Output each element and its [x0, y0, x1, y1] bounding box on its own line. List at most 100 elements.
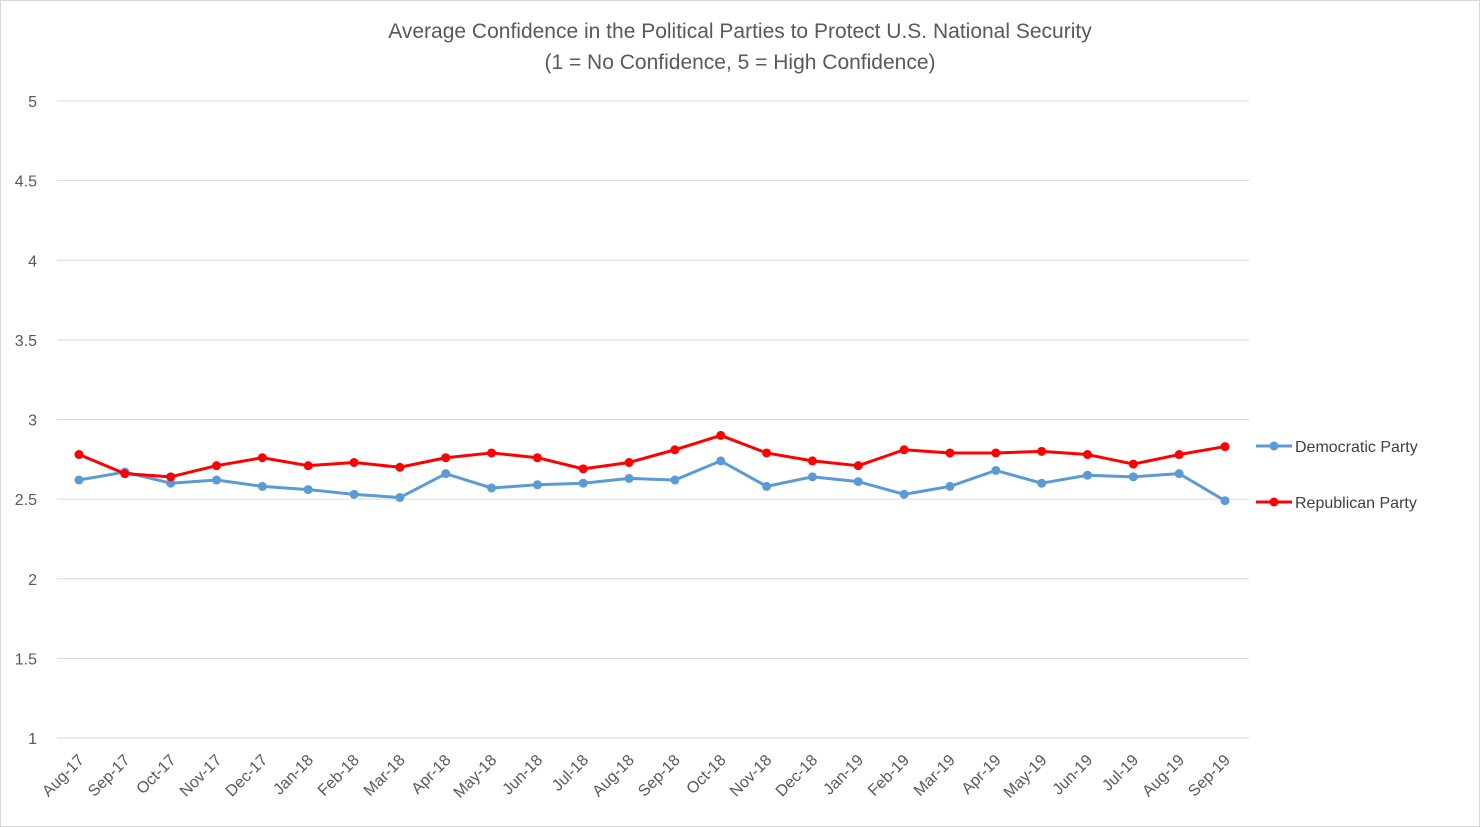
x-tick-label: Mar-18	[361, 752, 409, 800]
data-point[interactable]	[670, 445, 680, 455]
data-point[interactable]	[716, 430, 726, 440]
y-tick-label: 2.5	[15, 492, 37, 509]
data-point[interactable]	[670, 475, 680, 485]
data-point[interactable]	[1082, 470, 1092, 480]
x-tick-label: Jun-18	[500, 752, 547, 799]
data-point[interactable]	[624, 457, 634, 467]
data-point[interactable]	[349, 489, 359, 499]
data-point[interactable]	[74, 475, 84, 485]
data-point[interactable]	[1128, 472, 1138, 482]
legend-item[interactable]: Republican Party	[1256, 495, 1417, 512]
series-lines	[74, 430, 1230, 506]
chart-title: Average Confidence in the Political Part…	[388, 20, 1092, 43]
legend-label: Democratic Party	[1295, 439, 1418, 456]
data-point[interactable]	[716, 456, 726, 466]
data-point[interactable]	[257, 453, 267, 463]
data-point[interactable]	[762, 481, 772, 491]
x-tick-label: May-18	[451, 752, 501, 802]
x-tick-label: Aug-18	[589, 752, 638, 801]
x-tick-label: Aug-17	[39, 752, 88, 801]
series-line	[78, 433, 1226, 479]
data-point[interactable]	[1037, 478, 1047, 488]
x-tick-label: Feb-19	[865, 752, 913, 800]
data-point[interactable]	[487, 483, 497, 493]
data-point[interactable]	[1174, 450, 1184, 460]
y-tick-label: 3	[28, 413, 37, 430]
x-tick-label: Apr-19	[959, 752, 1005, 798]
data-point[interactable]	[166, 472, 176, 482]
data-point[interactable]	[120, 469, 130, 479]
data-point[interactable]	[945, 481, 955, 491]
legend-item[interactable]: Democratic Party	[1256, 439, 1418, 456]
data-point[interactable]	[395, 462, 405, 472]
x-tick-label: Aug-19	[1139, 752, 1188, 801]
y-tick-label: 2	[28, 572, 37, 589]
y-tick-label: 4.5	[15, 174, 37, 191]
data-point[interactable]	[441, 469, 451, 479]
data-point[interactable]	[303, 485, 313, 495]
y-tick-label: 3.5	[15, 333, 37, 350]
x-tick-label: Sep-18	[635, 752, 684, 801]
data-point[interactable]	[1220, 496, 1230, 506]
data-point[interactable]	[532, 453, 542, 463]
data-point[interactable]	[899, 489, 909, 499]
data-point[interactable]	[1037, 446, 1047, 456]
x-tick-label: Dec-17	[223, 752, 272, 801]
series-line	[78, 459, 1226, 503]
data-point[interactable]	[1174, 469, 1184, 479]
x-tick-label: Jul-18	[549, 752, 592, 795]
x-tick-label: Jun-19	[1050, 752, 1097, 799]
x-tick-label: Sep-19	[1185, 752, 1234, 801]
legend[interactable]: Democratic Party Republican Party	[1256, 439, 1418, 512]
x-tick-label: Jan-19	[820, 752, 867, 799]
y-tick-label: 1.5	[15, 651, 37, 668]
data-point[interactable]	[212, 461, 222, 471]
data-point[interactable]	[395, 493, 405, 503]
data-point[interactable]	[899, 445, 909, 455]
series-republican	[74, 430, 1230, 482]
chart-subtitle: (1 = No Confidence, 5 = High Confidence)	[544, 51, 935, 74]
data-point[interactable]	[762, 448, 772, 458]
x-tick-label: Sep-17	[85, 752, 134, 801]
data-point[interactable]	[945, 448, 955, 458]
data-point[interactable]	[624, 473, 634, 483]
data-point[interactable]	[807, 472, 817, 482]
data-point[interactable]	[1082, 450, 1092, 460]
x-tick-label: Apr-18	[409, 752, 455, 798]
legend-marker	[1269, 497, 1279, 507]
x-tick-label: Feb-18	[315, 752, 363, 800]
data-point[interactable]	[74, 450, 84, 460]
gridlines	[57, 100, 1249, 739]
data-point[interactable]	[303, 461, 313, 471]
x-tick-label: Jul-19	[1099, 752, 1142, 795]
data-point[interactable]	[991, 465, 1001, 475]
data-point[interactable]	[578, 478, 588, 488]
x-tick-label: Oct-18	[684, 752, 730, 798]
y-axis-ticks: 1 1.5 2 2.5 3 3.5 4 4.5 5	[15, 94, 37, 748]
x-tick-label: Jan-18	[270, 752, 317, 799]
data-point[interactable]	[1220, 442, 1230, 452]
data-point[interactable]	[532, 480, 542, 490]
series-democratic	[74, 456, 1230, 506]
data-point[interactable]	[257, 481, 267, 491]
data-point[interactable]	[212, 475, 222, 485]
data-point[interactable]	[1128, 459, 1138, 469]
data-point[interactable]	[166, 478, 176, 488]
data-point[interactable]	[853, 461, 863, 471]
x-tick-label: Nov-18	[727, 752, 776, 801]
y-tick-label: 1	[28, 731, 37, 748]
data-point[interactable]	[487, 448, 497, 458]
x-tick-label: Dec-18	[773, 752, 822, 801]
data-point[interactable]	[991, 448, 1001, 458]
data-point[interactable]	[441, 453, 451, 463]
legend-marker	[1269, 441, 1279, 451]
data-point[interactable]	[853, 477, 863, 487]
y-tick-label: 5	[28, 94, 37, 111]
data-point[interactable]	[807, 456, 817, 466]
legend-label: Republican Party	[1295, 495, 1417, 512]
data-point[interactable]	[578, 464, 588, 474]
data-point[interactable]	[349, 457, 359, 467]
